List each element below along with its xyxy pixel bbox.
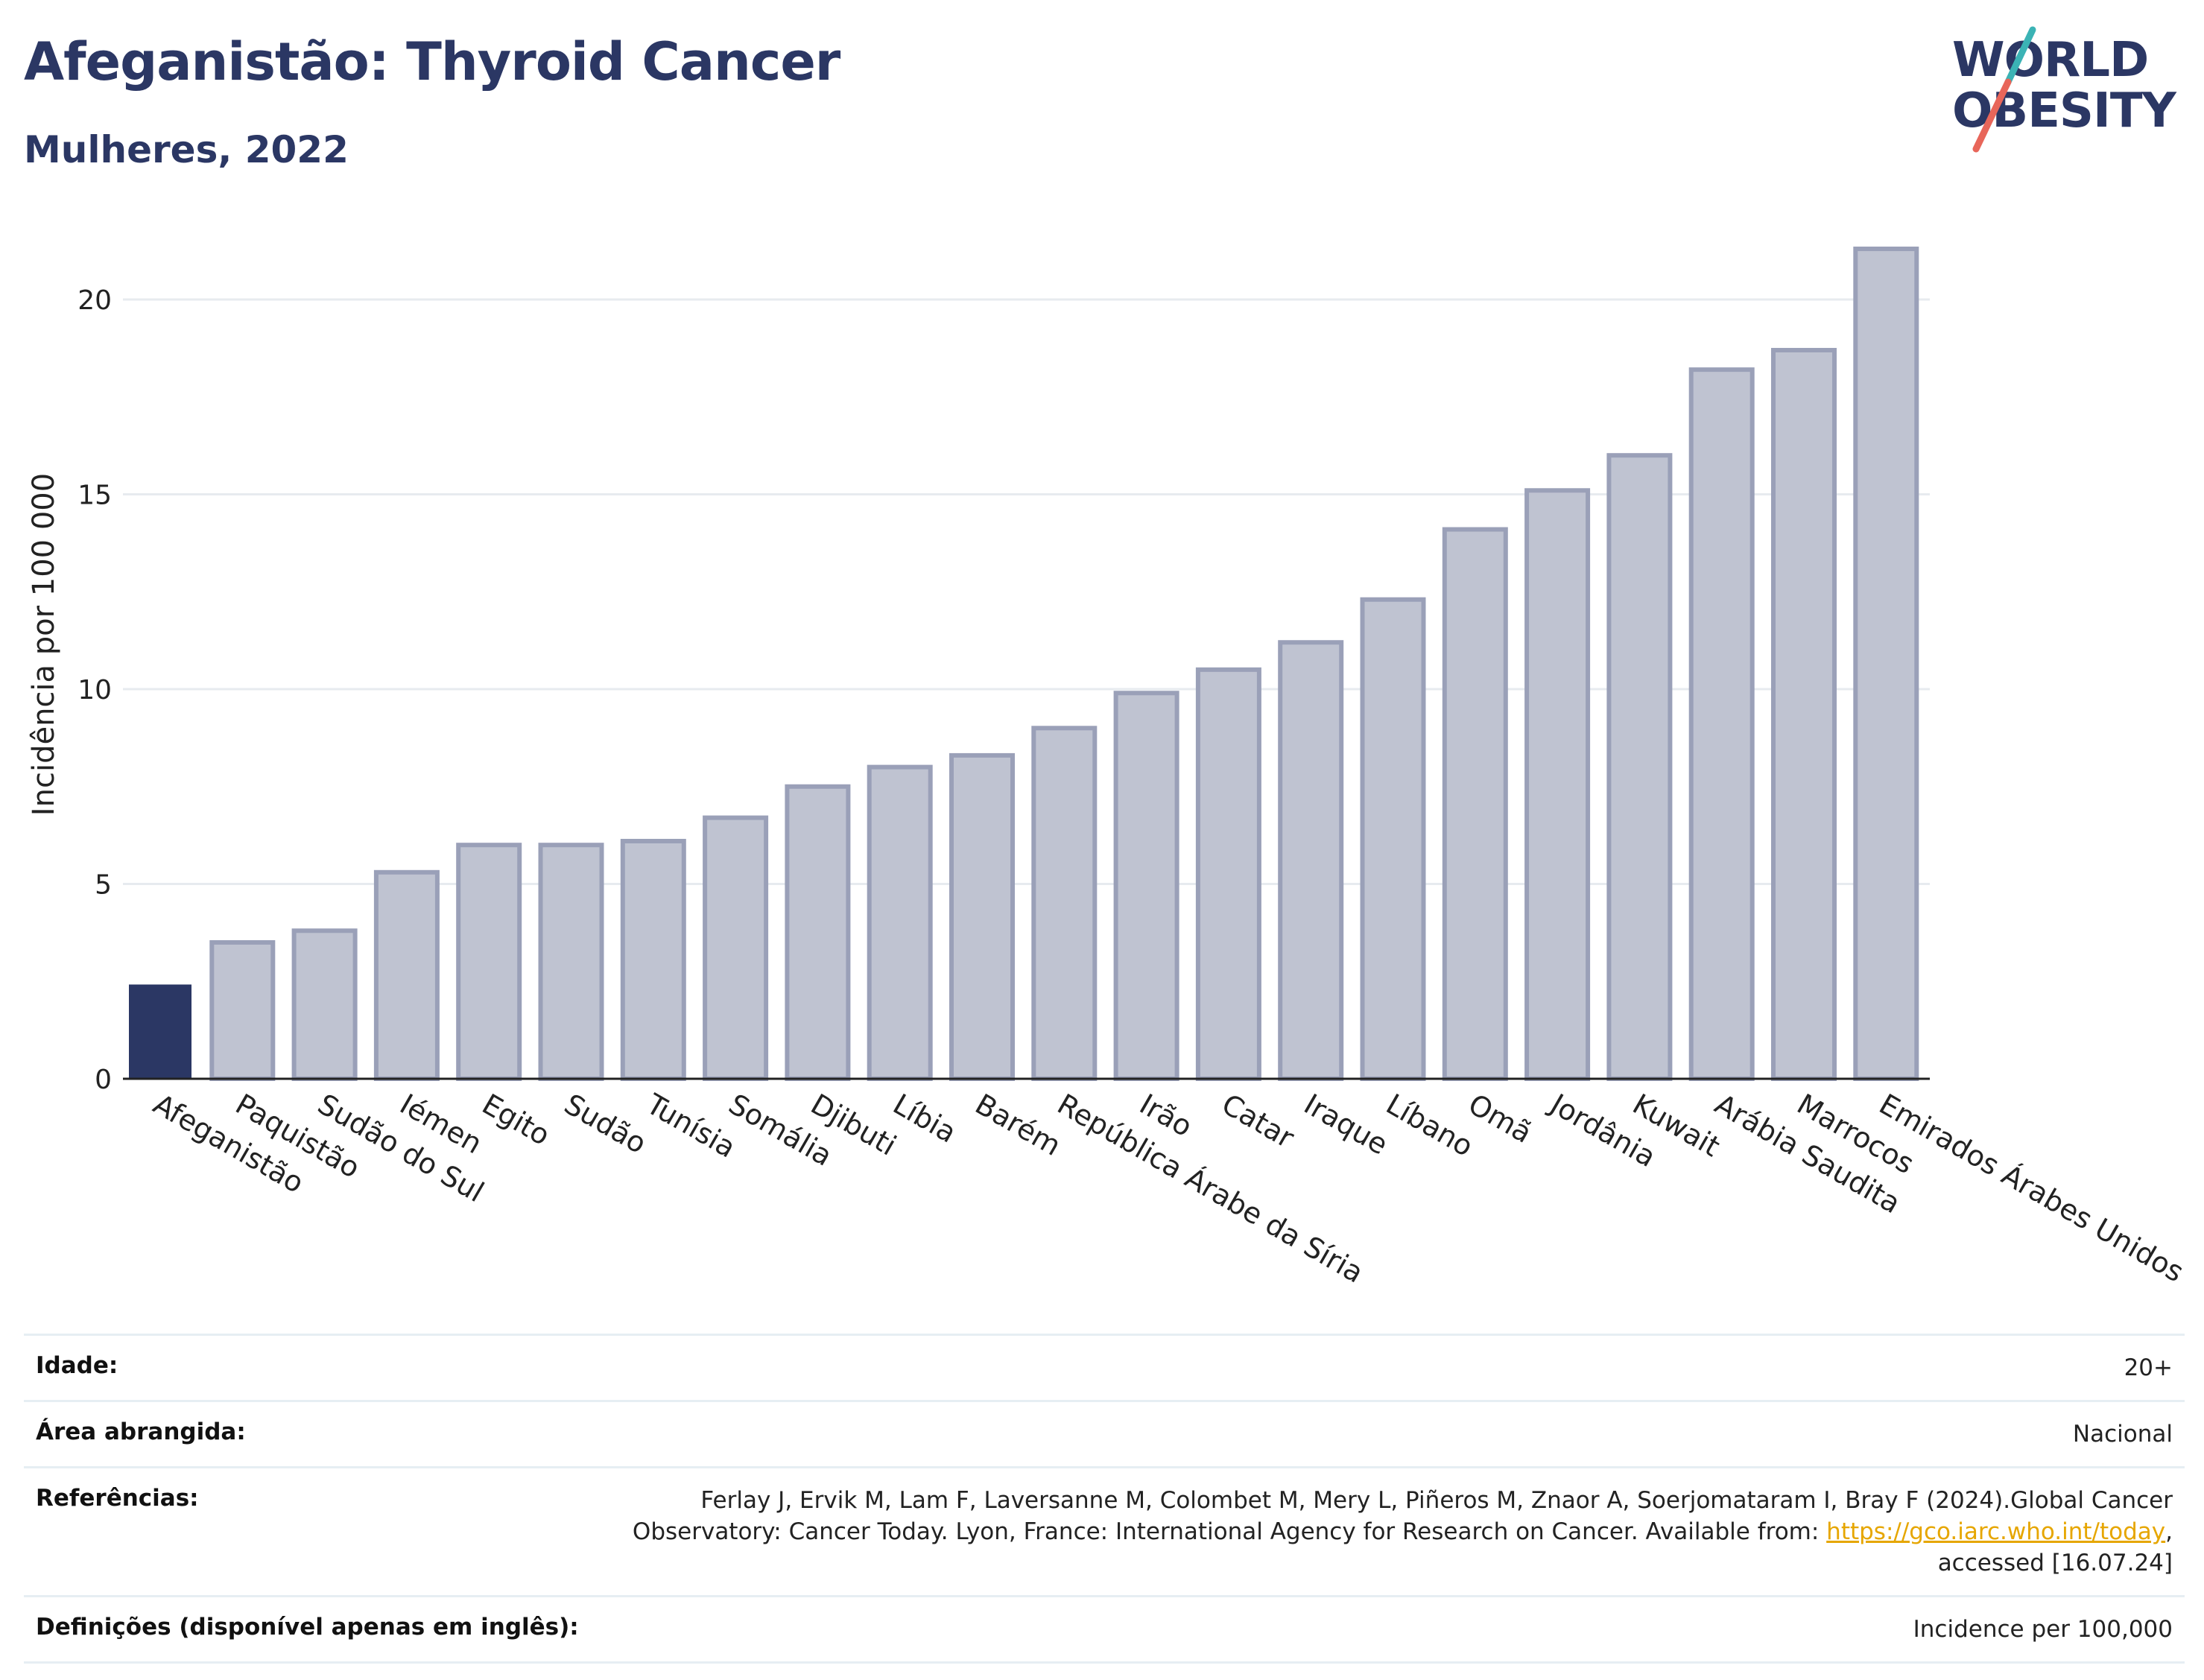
bar-14: [1278, 640, 1344, 1081]
meta-row-age: Idade: 20+: [24, 1334, 2185, 1400]
meta-row-definitions: Definições (disponível apenas em inglês)…: [24, 1595, 2185, 1664]
y-tick-label: 20: [77, 285, 112, 316]
references-text-4: accessed [16.07.24]: [1937, 1550, 2173, 1576]
bar-16: [1442, 527, 1508, 1081]
references-label: Referências:: [36, 1485, 199, 1512]
bar-10: [949, 752, 1015, 1081]
definitions-label: Definições (disponível apenas em inglês)…: [36, 1614, 579, 1641]
bar-3: [373, 869, 440, 1082]
area-label: Área abrangida:: [36, 1419, 246, 1445]
chart-subtitle: Mulheres, 2022: [24, 128, 349, 171]
metadata-table: Idade: 20+ Área abrangida: Nacional Refe…: [24, 1334, 2185, 1664]
bar-17: [1524, 488, 1591, 1081]
y-tick-label: 10: [77, 675, 112, 706]
y-tick-label: 0: [95, 1065, 112, 1095]
bar-0: [129, 984, 191, 1080]
x-tick-label: Líbano: [1381, 1088, 1479, 1163]
bar-4: [456, 843, 522, 1081]
world-obesity-logo: WORLD OBESITY: [1952, 26, 2177, 153]
x-tick-label: Catar: [1216, 1088, 1299, 1155]
references-text-1: Ferlay J, Ervik M, Lam F, Laversanne M, …: [700, 1487, 2173, 1514]
bar-13: [1195, 667, 1261, 1081]
logo-slash-teal: [2004, 26, 2036, 86]
x-tick-label: Sudão: [559, 1088, 652, 1161]
x-tick-label: Iraque: [1299, 1088, 1393, 1161]
references-link[interactable]: https://gco.iarc.who.int/today: [1826, 1518, 2166, 1545]
x-tick-label: Barém: [970, 1088, 1067, 1162]
chart-title: Afeganistão: Thyroid Cancer: [24, 31, 840, 92]
x-tick-label: Egito: [477, 1088, 556, 1153]
references-text-2: Observatory: Cancer Today. Lyon, France:…: [632, 1518, 1827, 1545]
bar-1: [209, 939, 276, 1081]
bar-8: [785, 784, 851, 1081]
references-text-3: ,: [2165, 1518, 2173, 1545]
x-tick-label: Líbia: [887, 1088, 962, 1150]
bar-20: [1771, 347, 1837, 1081]
area-value: Nacional: [2072, 1421, 2173, 1448]
bar-6: [620, 838, 686, 1081]
bars-layer: [129, 247, 1919, 1082]
definitions-value: Incidence per 100,000: [1913, 1616, 2173, 1643]
meta-row-area: Área abrangida: Nacional: [24, 1400, 2185, 1466]
bar-18: [1606, 453, 1673, 1081]
logo-line2: OBESITY: [1952, 83, 2176, 139]
references-value: Ferlay J, Ervik M, Lam F, Laversanne M, …: [633, 1485, 2173, 1579]
meta-row-references: Referências: Ferlay J, Ervik M, Lam F, L…: [24, 1466, 2185, 1595]
y-tick-label: 15: [77, 481, 112, 511]
bar-21: [1853, 247, 1919, 1081]
x-tick-label: Tunísia: [640, 1087, 741, 1164]
logo-line1: WORLD: [1952, 33, 2148, 88]
y-tick-label: 5: [95, 870, 112, 901]
bar-11: [1031, 726, 1098, 1081]
y-axis-label: Incidência por 100 000: [27, 473, 61, 816]
bar-12: [1113, 691, 1179, 1081]
bar-9: [867, 764, 933, 1081]
bar-7: [703, 815, 769, 1081]
bar-19: [1688, 367, 1755, 1081]
logo-slash-red: [1972, 78, 2012, 153]
age-label: Idade:: [36, 1352, 118, 1379]
x-tick-label: Emirados Árabes Unidos: [1874, 1088, 2190, 1289]
bar-5: [538, 843, 604, 1081]
bar-15: [1360, 597, 1426, 1081]
age-value: 20+: [2124, 1354, 2173, 1381]
bar-2: [291, 928, 358, 1082]
